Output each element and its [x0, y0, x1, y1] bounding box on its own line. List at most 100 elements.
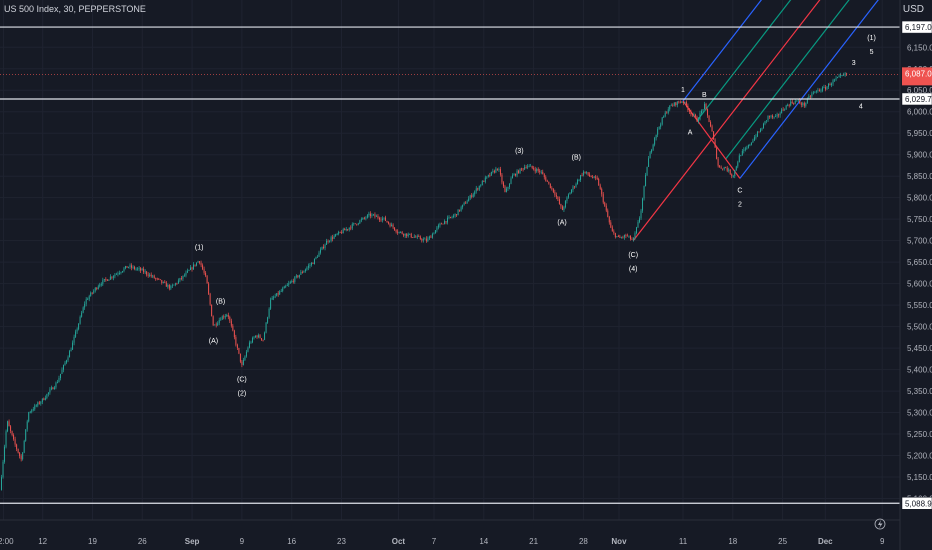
- price-line-tag[interactable]: [901, 497, 932, 510]
- candle-body: [658, 126, 660, 129]
- current-price-tag[interactable]: [902, 67, 932, 86]
- candle-body: [434, 230, 436, 234]
- candle-body: [214, 324, 216, 326]
- candle-body: [76, 329, 78, 332]
- candle-body: [787, 104, 789, 106]
- candle-body: [619, 236, 621, 238]
- candle-body: [159, 279, 161, 281]
- candle-body: [823, 87, 825, 88]
- time-tick-label: 25: [778, 537, 787, 546]
- candle-body: [283, 286, 285, 289]
- wave-label: 3: [852, 60, 856, 67]
- candle-body: [752, 140, 754, 143]
- lightning-icon-ring: [874, 518, 886, 530]
- candle-body: [255, 335, 256, 338]
- candle-body: [528, 165, 530, 167]
- candle-body: [239, 353, 241, 362]
- candle-body: [843, 75, 845, 76]
- candle-body: [38, 402, 40, 404]
- candle-body: [180, 278, 182, 279]
- candle-body: [43, 398, 45, 400]
- candle-body: [737, 162, 739, 167]
- candle-body: [676, 101, 678, 106]
- candle-body: [802, 103, 804, 105]
- candle-body: [817, 89, 819, 91]
- candle-body: [586, 172, 588, 174]
- candle-body: [702, 109, 704, 111]
- time-tick-label: 12:00: [0, 537, 14, 546]
- candle-body: [215, 324, 217, 326]
- lightning-icon: [874, 518, 886, 530]
- candle-body: [617, 236, 619, 238]
- candle-body: [323, 246, 325, 249]
- candle-body: [675, 102, 677, 106]
- pitchfork-line[interactable]: [632, 0, 932, 242]
- time-axis[interactable]: 12:00121926Sep91623Oct7142128Nov111825De…: [0, 0, 901, 550]
- candle-body: [614, 233, 616, 238]
- candle-body: [19, 452, 21, 457]
- candle-body: [704, 104, 706, 110]
- price-line-tag[interactable]: [901, 92, 932, 106]
- candle-body: [421, 239, 423, 241]
- price-tick-label: 5,500.0: [907, 323, 932, 332]
- pitchfork-line[interactable]: [739, 0, 932, 179]
- candle-body: [613, 231, 615, 234]
- candle-body: [551, 187, 553, 189]
- candle-body: [265, 322, 267, 333]
- candle-body: [611, 227, 613, 232]
- pitchfork-line[interactable]: [696, 0, 932, 121]
- candle-body: [217, 323, 219, 326]
- candle-body: [400, 231, 402, 233]
- candle-body: [357, 223, 359, 225]
- candle-body: [199, 261, 201, 263]
- currency-label[interactable]: USD: [902, 4, 924, 15]
- candle-body: [162, 281, 164, 283]
- wave-label: B: [702, 92, 707, 99]
- candle-body: [666, 112, 668, 114]
- candle-body: [295, 275, 297, 277]
- candle-body: [14, 439, 16, 445]
- candle-body: [17, 448, 19, 453]
- pitchfork-line[interactable]: [725, 0, 932, 160]
- candle-body: [640, 210, 642, 219]
- candle-body: [147, 274, 149, 276]
- candle-body: [448, 216, 450, 218]
- pitchfork-line[interactable]: [682, 0, 932, 102]
- candle-body: [335, 234, 337, 237]
- price-line-tag[interactable]: [901, 20, 932, 34]
- time-tick-label: 14: [479, 537, 488, 546]
- candle-body: [8, 421, 10, 427]
- candle-body: [499, 169, 501, 175]
- candle-body: [679, 102, 681, 104]
- price-axis[interactable]: 5,100.05,150.05,200.05,250.05,300.05,350…: [901, 20, 932, 510]
- candle-body: [533, 167, 535, 170]
- candle-body: [303, 271, 305, 273]
- wave-label: (A): [209, 338, 218, 345]
- candle-body: [755, 136, 757, 138]
- candle-body: [484, 177, 486, 182]
- time-tick-label: 9: [240, 537, 245, 546]
- candle-body: [56, 382, 58, 384]
- candle-body: [85, 299, 87, 304]
- candle-body: [356, 223, 358, 225]
- candle-body: [829, 83, 831, 86]
- candle-body: [502, 182, 504, 187]
- candle-body: [232, 325, 234, 331]
- candle-body: [738, 155, 740, 163]
- candle-body: [341, 232, 343, 234]
- candle-body: [238, 347, 240, 354]
- candle-body: [492, 170, 494, 172]
- candle-body: [7, 421, 9, 432]
- candle-body: [73, 336, 75, 343]
- candle-body: [20, 456, 22, 460]
- candle-body: [320, 249, 322, 253]
- candle-body: [463, 202, 465, 205]
- candle-body: [468, 198, 470, 202]
- horizontal-lines[interactable]: [0, 26, 900, 504]
- candle-body: [226, 314, 228, 317]
- candle-body: [590, 175, 592, 178]
- candle-body: [803, 103, 805, 106]
- candle-body: [134, 266, 136, 269]
- candle-body: [450, 216, 452, 218]
